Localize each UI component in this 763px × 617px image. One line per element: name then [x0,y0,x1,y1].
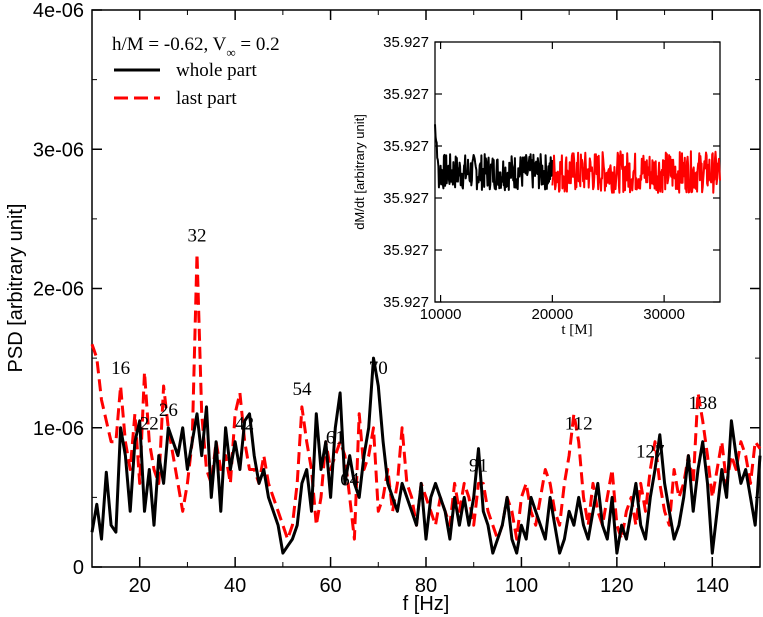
inset-x-tick-label: 30000 [643,306,685,323]
inset-y-tick-label: 35.927 [383,34,429,51]
inset-series [434,124,721,194]
inset-y-axis-title: dM/dt [arbitrary unit] [352,114,367,230]
peak-label-42: 42 [235,414,254,435]
main-series [90,252,762,555]
x-tick-label: 100 [505,575,538,597]
inset-y-tick-label: 35.927 [383,242,429,259]
x-tick-label: 40 [224,575,246,597]
y-tick-label: 2e-06 [33,279,84,301]
legend: h/M = -0.62, V∞ = 0.2 whole part last pa… [112,34,280,109]
y-tick-label: 1e-06 [33,418,84,440]
y-tick-label: 0 [73,557,84,579]
x-tick-label: 140 [696,575,729,597]
main-axis-ticks: 20 40 60 80 100 120 140 0 1e-06 2e-06 3e-06 4e-06 [33,0,761,597]
inset-y-tick-label: 35.927 [383,86,429,103]
peak-label-112: 112 [565,414,593,435]
legend-header-main: h/M = -0.62, V [112,34,227,55]
peak-label-91: 91 [469,455,488,476]
x-tick-label: 80 [415,575,437,597]
peak-label-127: 127 [636,442,665,463]
peak-label-32: 32 [187,226,206,247]
inset-y-tick-label: 35.927 [383,138,429,155]
inset-series-line-whole-part [434,124,554,192]
series-line-whole-part [90,356,762,555]
inset-y-tick-label: 35.927 [383,190,429,207]
peak-label-22: 22 [140,414,159,435]
inset-chart: 10000 20000 30000 35.927 35.927 35.927 35.927 3… [352,34,721,338]
inset-x-tick-label: 10000 [420,306,462,323]
y-axis-title: PSD [arbitrary unit] [5,204,27,373]
x-tick-label: 60 [319,575,341,597]
inset-x-tick-label: 20000 [531,306,573,323]
series-line-last-part [90,252,762,541]
y-tick-label: 3e-06 [33,139,84,161]
inset-axis-ticks: 10000 20000 30000 35.927 35.927 35.927 35.927 3… [383,34,720,323]
inset-x-axis-title: t [M] [561,322,592,338]
x-tick-label: 120 [600,575,633,597]
peak-label-138: 138 [688,393,717,414]
x-axis-title: f [Hz] [403,593,450,615]
legend-header: h/M = -0.62, V∞ = 0.2 [112,34,280,60]
x-tick-label: 20 [129,575,151,597]
peak-label-61: 61 [326,428,345,449]
peak-label-70: 70 [369,358,388,379]
inset-y-tick-label: 35.927 [383,294,429,311]
y-tick-label: 4e-06 [33,0,84,22]
legend-header-tail: = 0.2 [236,34,280,55]
peak-label-54: 54 [292,379,312,400]
legend-label-whole: whole part [176,60,257,81]
peak-label-16: 16 [111,358,130,379]
peak-label-64: 64 [340,469,360,490]
peak-label-26: 26 [159,400,178,421]
legend-label-last: last part [176,88,237,109]
inset-series-line-last-part [551,150,721,194]
legend-header-sub: ∞ [226,45,235,60]
